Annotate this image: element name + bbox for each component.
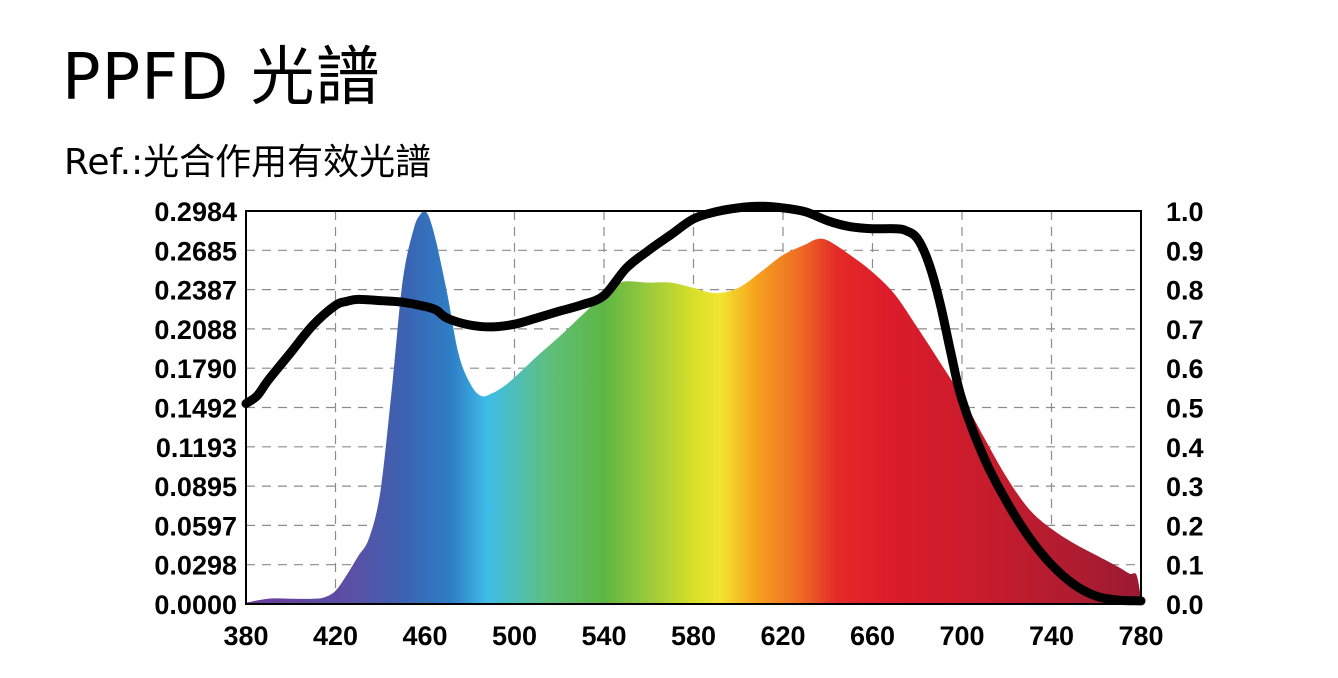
y-right-tick-label: 0.2 [1166, 511, 1204, 541]
y-right-tick-label: 1.0 [1166, 197, 1204, 227]
y-left-tick-label: 0.0298 [154, 551, 237, 581]
chart-subtitle: Ref.:光合作用有效光譜 [64, 142, 432, 183]
response-curve [241, 201, 1146, 606]
y-left-tick-label: 0.0597 [154, 511, 237, 541]
x-tick-label: 740 [1029, 621, 1074, 651]
x-tick-label: 380 [223, 621, 268, 651]
x-tick-label: 620 [760, 621, 805, 651]
chart-title: PPFD 光譜 [62, 41, 381, 115]
x-tick-labels: 380 420 460 500 540 580 620 660 700 740 780 [223, 621, 1163, 651]
y-right-tick-labels: 0.0 0.1 0.2 0.3 0.4 0.5 0.6 0.7 0.8 0.9 1.0 [1166, 197, 1204, 620]
y-right-tick-label: 0.0 [1166, 590, 1204, 620]
spectrum-area [246, 211, 1141, 604]
y-left-tick-labels: 0.0000 0.0298 0.0597 0.0895 0.1193 0.1492 0.17… [154, 197, 237, 620]
y-right-tick-label: 0.9 [1166, 236, 1204, 266]
y-left-tick-label: 0.1193 [156, 433, 237, 463]
y-right-tick-label: 0.5 [1166, 394, 1204, 424]
y-left-tick-label: 0.0000 [154, 590, 237, 620]
y-right-tick-label: 0.6 [1166, 354, 1204, 384]
y-right-tick-label: 0.4 [1166, 433, 1204, 463]
y-left-tick-label: 0.1790 [154, 354, 237, 384]
y-left-tick-label: 0.2984 [154, 197, 237, 227]
x-tick-label: 700 [939, 621, 984, 651]
y-left-tick-label: 0.2685 [154, 236, 237, 266]
y-right-tick-label: 0.3 [1166, 472, 1204, 502]
y-left-tick-label: 0.1492 [154, 394, 237, 424]
x-tick-label: 580 [671, 621, 716, 651]
x-tick-label: 460 [402, 621, 447, 651]
x-tick-label: 540 [581, 621, 626, 651]
y-left-tick-label: 0.2387 [154, 276, 237, 306]
x-tick-label: 780 [1118, 621, 1163, 651]
y-right-tick-label: 0.1 [1166, 551, 1204, 581]
x-tick-label: 500 [492, 621, 537, 651]
x-tick-label: 660 [850, 621, 895, 651]
y-right-tick-label: 0.7 [1166, 315, 1204, 345]
y-right-tick-label: 0.8 [1166, 276, 1204, 306]
x-tick-label: 420 [313, 621, 358, 651]
y-left-tick-label: 0.0895 [154, 472, 237, 502]
y-left-tick-label: 0.2088 [154, 315, 237, 345]
